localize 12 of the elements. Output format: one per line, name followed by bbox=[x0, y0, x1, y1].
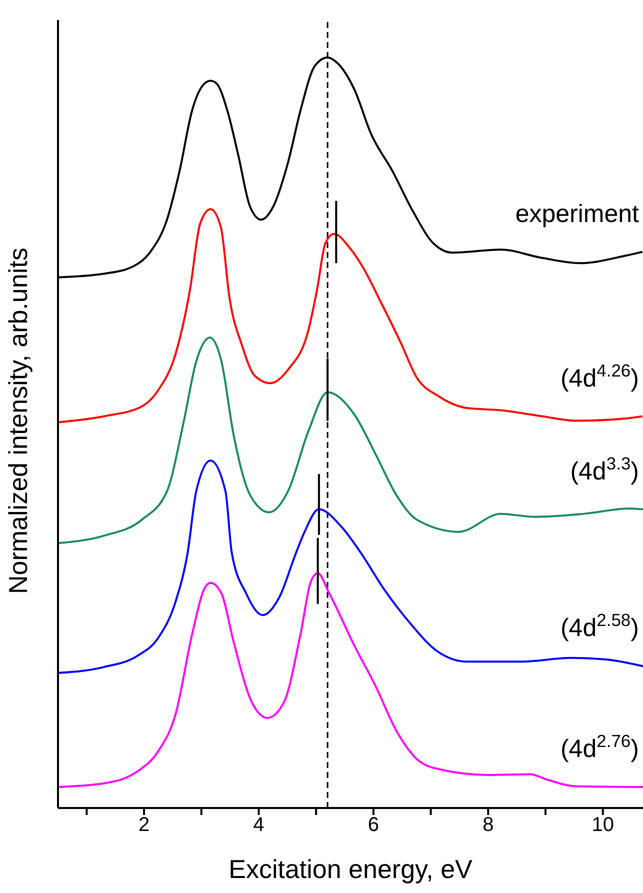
x-tick-label: 8 bbox=[482, 814, 494, 836]
x-tick-label: 10 bbox=[592, 814, 614, 836]
x-tick-label: 6 bbox=[368, 814, 380, 836]
series-label: experiment bbox=[515, 200, 640, 228]
x-axis-title: Excitation energy, eV bbox=[228, 854, 474, 884]
x-tick-label: 4 bbox=[253, 814, 264, 836]
x-tick-label: 2 bbox=[138, 814, 150, 836]
series-label: (4d$^{2.58}$) bbox=[560, 610, 639, 642]
y-axis-title: Normalized intensity, arb.units bbox=[3, 248, 34, 594]
series-label: (4d$^{2.76}$) bbox=[560, 730, 639, 763]
series-label: (4d$^{3.3}$) bbox=[570, 453, 639, 486]
series-label: (4d$^{4.26}$) bbox=[560, 360, 639, 392]
